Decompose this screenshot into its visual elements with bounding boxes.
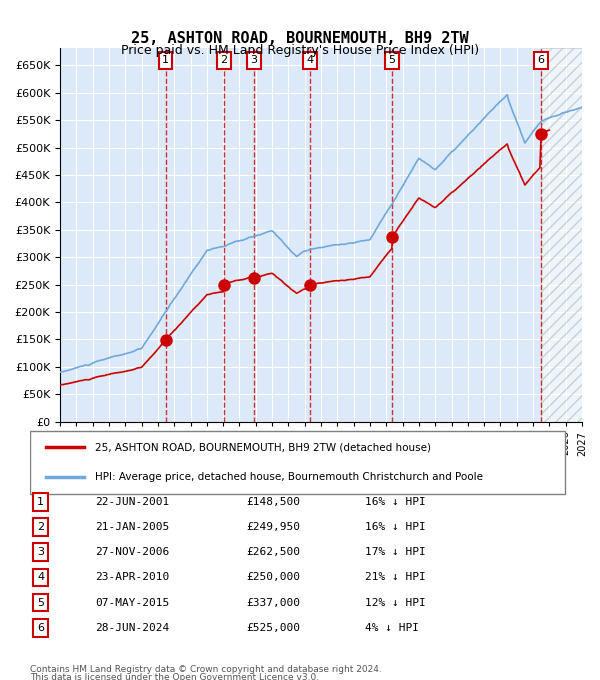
Text: 6: 6 bbox=[538, 55, 545, 65]
HPI: Average price, detached house, Bournemouth Christchurch and Poole: (2e+03, 9.57e+04): Average price, detached house, Bournemou… bbox=[68, 365, 76, 373]
Text: 2: 2 bbox=[221, 55, 227, 65]
25, ASHTON ROAD, BOURNEMOUTH, BH9 2TW (detached house) bbox=[486, 154, 493, 163]
Text: 22-JUN-2001: 22-JUN-2001 bbox=[95, 497, 169, 507]
Text: £148,500: £148,500 bbox=[246, 497, 300, 507]
25, ASHTON ROAD, BOURNEMOUTH, BH9 2TW (detached house) bbox=[362, 273, 370, 282]
Text: 23-APR-2010: 23-APR-2010 bbox=[95, 573, 169, 583]
Line: HPI: Average price, detached house, Bournemouth Christchurch and Poole: HPI: Average price, detached house, Bour… bbox=[60, 95, 582, 372]
25, ASHTON ROAD, BOURNEMOUTH, BH9 2TW (detached house) bbox=[56, 381, 64, 389]
Text: 1: 1 bbox=[37, 497, 44, 507]
Text: 16% ↓ HPI: 16% ↓ HPI bbox=[365, 497, 425, 507]
Text: 3: 3 bbox=[251, 55, 257, 65]
Text: £250,000: £250,000 bbox=[246, 573, 300, 583]
HPI: Average price, detached house, Bournemouth Christchurch and Poole: (2e+03, 1.15e+05): Average price, detached house, Bournemou… bbox=[103, 354, 110, 362]
Text: 16% ↓ HPI: 16% ↓ HPI bbox=[365, 522, 425, 532]
Text: Price paid vs. HM Land Registry's House Price Index (HPI): Price paid vs. HM Land Registry's House … bbox=[121, 44, 479, 57]
Text: 27-NOV-2006: 27-NOV-2006 bbox=[95, 547, 169, 558]
Text: 21-JAN-2005: 21-JAN-2005 bbox=[95, 522, 169, 532]
Text: £525,000: £525,000 bbox=[246, 623, 300, 632]
Text: 3: 3 bbox=[37, 547, 44, 558]
HPI: Average price, detached house, Bournemouth Christchurch and Poole: (2.01e+03, 3.23e+05): Average price, detached house, Bournemou… bbox=[332, 241, 340, 249]
Text: 07-MAY-2015: 07-MAY-2015 bbox=[95, 598, 169, 608]
Line: 25, ASHTON ROAD, BOURNEMOUTH, BH9 2TW (detached house): 25, ASHTON ROAD, BOURNEMOUTH, BH9 2TW (d… bbox=[60, 130, 550, 385]
Text: 2: 2 bbox=[37, 522, 44, 532]
Text: 5: 5 bbox=[388, 55, 395, 65]
Text: 12% ↓ HPI: 12% ↓ HPI bbox=[365, 598, 425, 608]
Text: 25, ASHTON ROAD, BOURNEMOUTH, BH9 2TW: 25, ASHTON ROAD, BOURNEMOUTH, BH9 2TW bbox=[131, 31, 469, 46]
Text: 17% ↓ HPI: 17% ↓ HPI bbox=[365, 547, 425, 558]
HPI: Average price, detached house, Bournemouth Christchurch and Poole: (2.01e+03, 3.44e+05): Average price, detached house, Bournemou… bbox=[271, 229, 278, 237]
Bar bbox=[541, 48, 582, 422]
Text: 21% ↓ HPI: 21% ↓ HPI bbox=[365, 573, 425, 583]
HPI: Average price, detached house, Bournemouth Christchurch and Poole: (2.02e+03, 4.75e+05): Average price, detached house, Bournemou… bbox=[419, 157, 427, 165]
Text: This data is licensed under the Open Government Licence v3.0.: This data is licensed under the Open Gov… bbox=[30, 673, 319, 680]
25, ASHTON ROAD, BOURNEMOUTH, BH9 2TW (detached house) bbox=[352, 275, 359, 283]
Text: HPI: Average price, detached house, Bournemouth Christchurch and Poole: HPI: Average price, detached house, Bour… bbox=[95, 473, 483, 482]
HPI: Average price, detached house, Bournemouth Christchurch and Poole: (2.02e+03, 5.97e+05): Average price, detached house, Bournemou… bbox=[503, 90, 511, 99]
Text: 4: 4 bbox=[306, 55, 313, 65]
25, ASHTON ROAD, BOURNEMOUTH, BH9 2TW (detached house) bbox=[148, 353, 155, 361]
Text: £249,950: £249,950 bbox=[246, 522, 300, 532]
Text: 5: 5 bbox=[37, 598, 44, 608]
Text: 1: 1 bbox=[162, 55, 169, 65]
HPI: Average price, detached house, Bournemouth Christchurch and Poole: (2.03e+03, 5.74e+05): Average price, detached house, Bournemou… bbox=[578, 103, 586, 112]
HPI: Average price, detached house, Bournemouth Christchurch and Poole: (2.02e+03, 4.43e+05): Average price, detached house, Bournemou… bbox=[403, 175, 410, 183]
FancyBboxPatch shape bbox=[30, 431, 565, 494]
Text: £337,000: £337,000 bbox=[246, 598, 300, 608]
Text: 4: 4 bbox=[37, 573, 44, 583]
Bar bbox=[541, 48, 582, 422]
Text: £262,500: £262,500 bbox=[246, 547, 300, 558]
25, ASHTON ROAD, BOURNEMOUTH, BH9 2TW (detached house) bbox=[546, 126, 553, 134]
Text: 25, ASHTON ROAD, BOURNEMOUTH, BH9 2TW (detached house): 25, ASHTON ROAD, BOURNEMOUTH, BH9 2TW (d… bbox=[95, 443, 431, 452]
Text: 28-JUN-2024: 28-JUN-2024 bbox=[95, 623, 169, 632]
Text: 4% ↓ HPI: 4% ↓ HPI bbox=[365, 623, 419, 632]
25, ASHTON ROAD, BOURNEMOUTH, BH9 2TW (detached house) bbox=[70, 378, 77, 386]
25, ASHTON ROAD, BOURNEMOUTH, BH9 2TW (detached house) bbox=[335, 277, 342, 285]
Text: 6: 6 bbox=[37, 623, 44, 632]
HPI: Average price, detached house, Bournemouth Christchurch and Poole: (2e+03, 9e+04): Average price, detached house, Bournemou… bbox=[56, 368, 64, 376]
Text: Contains HM Land Registry data © Crown copyright and database right 2024.: Contains HM Land Registry data © Crown c… bbox=[30, 665, 382, 674]
